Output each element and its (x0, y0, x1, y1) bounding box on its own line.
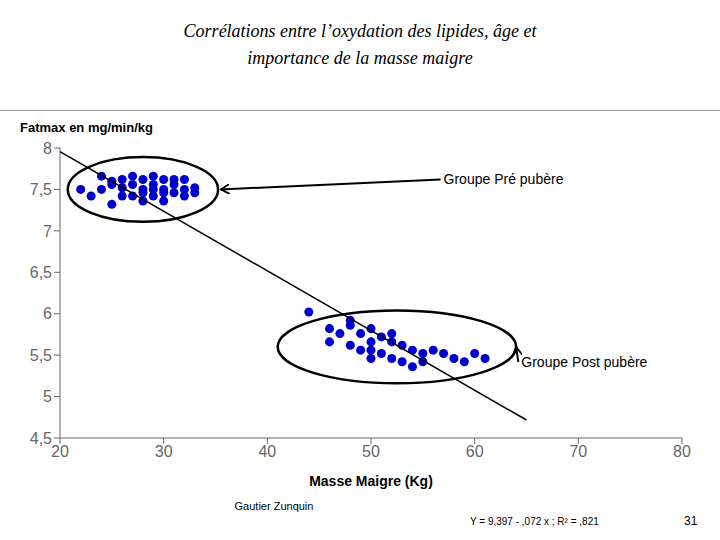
svg-text:50: 50 (362, 443, 380, 460)
html-text:Y = 9,397 - ,072 x ; R² = ,821: Y = 9,397 - ,072 x ; R² = ,821 (470, 516, 599, 527)
svg-text:70: 70 (569, 443, 587, 460)
svg-text:20: 20 (51, 443, 69, 460)
svg-text:40: 40 (258, 443, 276, 460)
html-text:Gautier Zunquin: Gautier Zunquin (234, 500, 314, 512)
html-text:Corrélations entre l’oxydation: Corrélations entre l’oxydation des lipid… (183, 21, 537, 41)
svg-text:Groupe Pré pubère: Groupe Pré pubère (444, 171, 564, 187)
html-text:importance de la masse maigre: importance de la masse maigre (247, 48, 473, 68)
svg-text:Masse Maigre (Kg): Masse Maigre (Kg) (309, 473, 433, 489)
svg-text:80: 80 (673, 443, 691, 460)
svg-text:60: 60 (466, 443, 484, 460)
svg-text:7: 7 (43, 223, 52, 240)
svg-text:30: 30 (155, 443, 173, 460)
svg-text:6: 6 (43, 305, 52, 322)
svg-text:5,5: 5,5 (30, 347, 52, 364)
html-text:Fatmax en mg/min/kg: Fatmax en mg/min/kg (20, 120, 153, 135)
svg-text:6,5: 6,5 (30, 264, 52, 281)
html-text:31: 31 (684, 514, 698, 528)
svg-text:7,5: 7,5 (30, 181, 52, 198)
svg-text:Groupe Post pubère: Groupe Post pubère (521, 354, 647, 370)
svg-text:5: 5 (43, 388, 52, 405)
svg-text:4,5: 4,5 (30, 430, 52, 447)
svg-text:8: 8 (43, 140, 52, 157)
